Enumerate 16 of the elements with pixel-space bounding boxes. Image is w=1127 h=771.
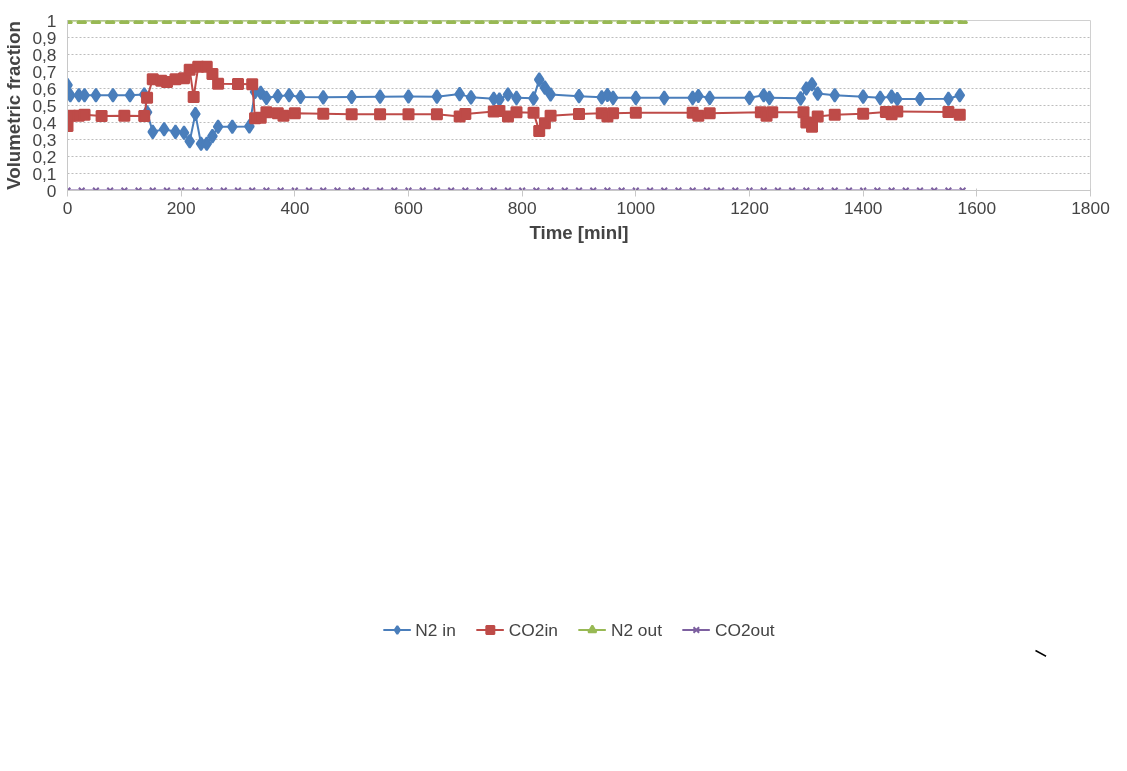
x-tick-label: 1600 — [957, 197, 997, 218]
x-tick-label: 1400 — [843, 197, 883, 218]
x-tick-label: 200 — [166, 197, 196, 218]
legend-label: N2 in — [415, 619, 456, 641]
legend-label: N2 out — [610, 619, 662, 641]
x-tick-label: 600 — [394, 197, 423, 218]
x-tick-label: 1800 — [1071, 197, 1110, 218]
x-tick-label: 1200 — [730, 197, 769, 218]
x-axis-title: Time [minl] — [529, 221, 629, 243]
x-tick-label: 400 — [280, 197, 310, 218]
x-tick-label: 0 — [62, 197, 73, 218]
x-tick-label: 1000 — [616, 197, 656, 218]
x-tick-label: 800 — [507, 197, 537, 218]
legend-label: CO2out — [714, 619, 775, 641]
legend-label: CO2in — [508, 619, 558, 641]
y-axis-title: Volumetric fraction — [3, 21, 25, 190]
